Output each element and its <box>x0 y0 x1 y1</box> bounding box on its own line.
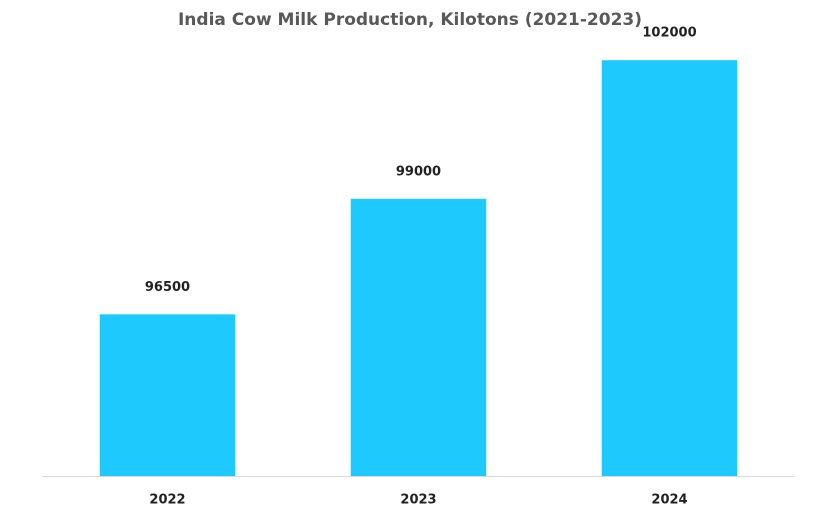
x-tick-label: 2022 <box>149 493 185 508</box>
x-tick-label: 2024 <box>651 493 687 508</box>
data-label: 96500 <box>145 280 190 295</box>
bar <box>350 198 487 477</box>
chart-title: India Cow Milk Production, Kilotons (202… <box>178 10 642 30</box>
bar <box>601 60 738 476</box>
data-label: 102000 <box>642 26 696 41</box>
data-label: 99000 <box>396 164 441 179</box>
bar <box>99 314 236 476</box>
x-tick-label: 2023 <box>400 493 436 508</box>
